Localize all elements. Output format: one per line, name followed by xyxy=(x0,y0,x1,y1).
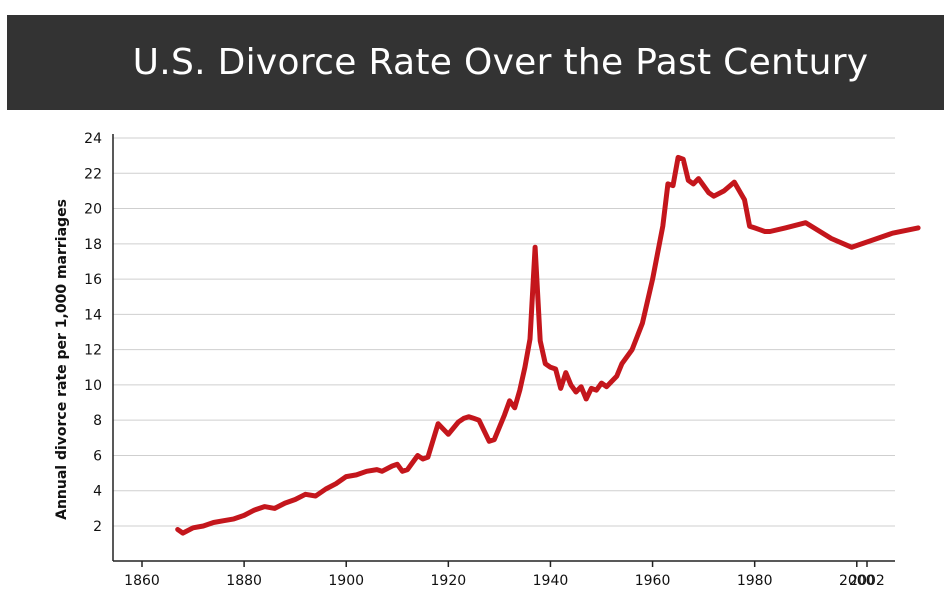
y-tick-label: 4 xyxy=(93,484,102,500)
x-tick-label: 1960 xyxy=(635,573,671,589)
x-tick-label: 2000 xyxy=(839,573,875,589)
divorce-rate-line xyxy=(175,154,921,536)
x-tick-label: 1860 xyxy=(124,573,160,589)
x-tick-label: 1920 xyxy=(431,573,467,589)
chart-title: U.S. Divorce Rate Over the Past Century xyxy=(132,42,869,83)
y-tick-label: 16 xyxy=(84,272,102,288)
y-tick-label: 2 xyxy=(93,519,102,535)
x-tick-label: 1940 xyxy=(533,573,569,589)
y-tick-label: 6 xyxy=(93,448,102,464)
x-tick-label: 1880 xyxy=(226,573,262,589)
x-tick-label: 1980 xyxy=(737,573,773,589)
y-tick-label: 24 xyxy=(84,131,102,147)
title-bar: U.S. Divorce Rate Over the Past Century xyxy=(7,15,944,110)
y-tick-label: 18 xyxy=(84,237,102,253)
y-axis-label: Annual divorce rate per 1,000 marriages xyxy=(54,199,70,520)
x-tick-label: 1900 xyxy=(328,573,364,589)
y-tick-label: 22 xyxy=(84,166,102,182)
gridlines xyxy=(113,137,895,527)
y-tick-label: 20 xyxy=(84,202,102,218)
y-tick-label: 14 xyxy=(84,307,102,323)
y-tick-label: 8 xyxy=(93,413,102,429)
y-tick-label: 10 xyxy=(84,378,102,394)
y-tick-label: 12 xyxy=(84,343,102,359)
x-tick-label: 2002 xyxy=(849,573,885,589)
